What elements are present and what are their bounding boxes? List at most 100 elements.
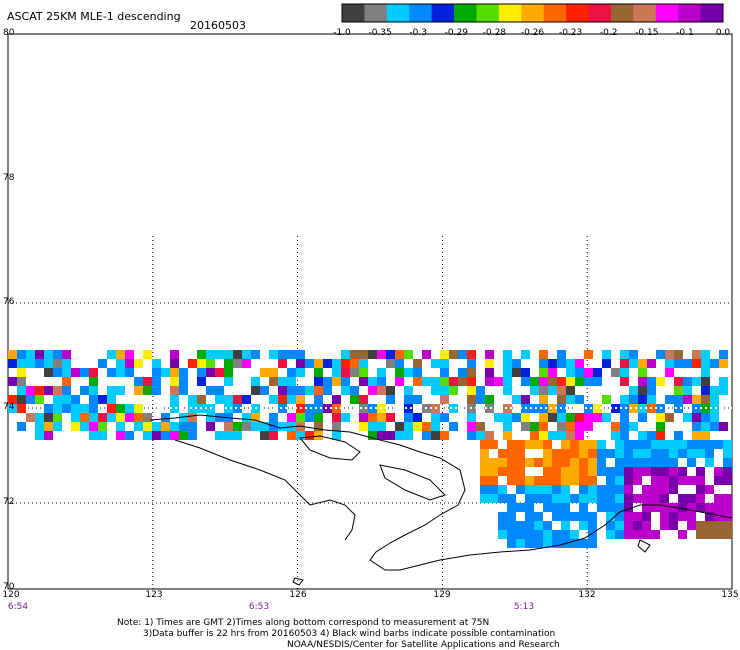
data-cell [566, 368, 575, 377]
data-cell [638, 359, 647, 368]
data-cell [107, 404, 116, 413]
data-cell [602, 350, 611, 359]
data-cell [651, 485, 660, 494]
data-cell [251, 377, 260, 386]
data-cell [597, 449, 606, 458]
data-cell [534, 539, 543, 548]
data-cell [723, 467, 732, 476]
data-cell [678, 530, 687, 539]
data-cell [197, 377, 206, 386]
data-cell [548, 413, 557, 422]
data-cell [62, 395, 71, 404]
data-cell [179, 377, 188, 386]
colorbar-swatch [409, 4, 433, 22]
colorbar-label: -0.3 [409, 28, 427, 38]
data-cell [539, 413, 548, 422]
data-cell [584, 377, 593, 386]
data-cell [251, 386, 260, 395]
data-cell [107, 350, 116, 359]
data-cell [615, 440, 624, 449]
data-cell [116, 413, 125, 422]
coastline-peninsula [174, 439, 356, 541]
data-cell [606, 485, 615, 494]
data-cell [714, 503, 723, 512]
data-cell [278, 395, 287, 404]
data-cell [723, 512, 732, 521]
time-label-2: 6:53 [248, 602, 270, 612]
data-cell [467, 431, 476, 440]
data-cell [233, 431, 242, 440]
data-cell [386, 431, 395, 440]
data-cell [341, 368, 350, 377]
data-cell [530, 422, 539, 431]
colorbar-swatch [633, 4, 657, 22]
data-cell [503, 359, 512, 368]
data-cell [80, 404, 89, 413]
data-cell [516, 440, 525, 449]
data-cell [723, 440, 732, 449]
data-cell [701, 413, 710, 422]
data-cell [660, 503, 669, 512]
data-cell [701, 386, 710, 395]
data-cell [620, 368, 629, 377]
data-cell [633, 494, 642, 503]
data-cell [287, 431, 296, 440]
data-cell [431, 359, 440, 368]
data-cell [588, 530, 597, 539]
data-cell [714, 467, 723, 476]
data-cell [206, 413, 215, 422]
data-cell [53, 368, 62, 377]
data-cell [570, 530, 579, 539]
data-cell [570, 449, 579, 458]
data-cell [678, 440, 687, 449]
colorbar-label: -1.0 [333, 28, 351, 38]
data-cell [552, 494, 561, 503]
data-cell [629, 359, 638, 368]
data-cell [350, 359, 359, 368]
data-cell [665, 350, 674, 359]
data-cell [561, 476, 570, 485]
data-cell [476, 431, 485, 440]
data-cell [323, 359, 332, 368]
data-cell [377, 422, 386, 431]
data-cell [539, 359, 548, 368]
data-cell [116, 431, 125, 440]
data-cell [413, 377, 422, 386]
data-cell [678, 503, 687, 512]
data-cell [656, 422, 665, 431]
data-cell [548, 359, 557, 368]
data-cell [116, 368, 125, 377]
data-cell [350, 395, 359, 404]
data-cell [660, 485, 669, 494]
colorbar-swatch [543, 4, 567, 22]
data-cell [152, 386, 161, 395]
data-cell [62, 368, 71, 377]
data-cell [579, 521, 588, 530]
data-cell [17, 395, 26, 404]
data-cell [395, 359, 404, 368]
data-cell [624, 485, 633, 494]
data-cell [516, 521, 525, 530]
data-cell [62, 350, 71, 359]
data-cell [305, 386, 314, 395]
data-cell [620, 395, 629, 404]
data-cell [539, 404, 548, 413]
data-cell [566, 377, 575, 386]
data-cell [561, 467, 570, 476]
data-cell [242, 359, 251, 368]
data-cell [687, 440, 696, 449]
footer-note-2: 3)Data buffer is 22 hrs from 20160503 4)… [143, 629, 556, 639]
data-cell [89, 395, 98, 404]
data-cell [359, 359, 368, 368]
data-cell [669, 512, 678, 521]
data-cell [413, 368, 422, 377]
data-cell [642, 530, 651, 539]
data-cell [629, 404, 638, 413]
data-cell [674, 377, 683, 386]
data-cell [503, 350, 512, 359]
data-cell [440, 386, 449, 395]
data-cell [678, 476, 687, 485]
data-cell [480, 494, 489, 503]
data-cell [656, 377, 665, 386]
data-cell [692, 377, 701, 386]
